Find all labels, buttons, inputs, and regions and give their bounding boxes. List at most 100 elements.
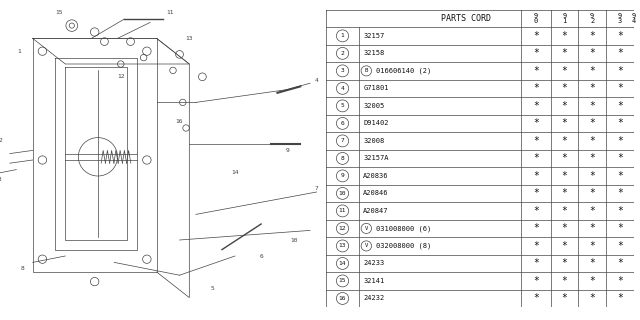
Text: A20847: A20847 xyxy=(364,208,388,214)
Text: *: * xyxy=(589,48,595,58)
Text: *: * xyxy=(589,223,595,233)
Text: *: * xyxy=(533,293,539,303)
Text: *: * xyxy=(533,276,539,286)
Text: *: * xyxy=(533,136,539,146)
Text: PARTS CORD: PARTS CORD xyxy=(441,14,491,23)
Text: 11: 11 xyxy=(339,208,346,213)
Text: *: * xyxy=(589,31,595,41)
Text: *: * xyxy=(589,259,595,268)
Text: *: * xyxy=(589,206,595,216)
Text: *: * xyxy=(561,293,568,303)
Text: *: * xyxy=(533,259,539,268)
Text: *: * xyxy=(617,31,623,41)
Text: *: * xyxy=(617,223,623,233)
Text: 32008: 32008 xyxy=(364,138,385,144)
Text: 10: 10 xyxy=(290,237,298,243)
Text: *: * xyxy=(617,188,623,198)
Text: 9
3: 9 3 xyxy=(618,13,622,24)
Text: *: * xyxy=(533,118,539,128)
Text: 15: 15 xyxy=(55,10,63,15)
Text: 24232: 24232 xyxy=(364,295,385,301)
Text: B: B xyxy=(365,68,368,73)
Text: 13: 13 xyxy=(339,244,346,248)
Text: *: * xyxy=(589,188,595,198)
Text: 12: 12 xyxy=(339,226,346,231)
Text: *: * xyxy=(589,101,595,111)
Text: *: * xyxy=(561,84,568,93)
Text: *: * xyxy=(589,84,595,93)
Text: A20836: A20836 xyxy=(364,173,388,179)
Text: *: * xyxy=(533,31,539,41)
Text: *: * xyxy=(589,241,595,251)
Text: 10: 10 xyxy=(339,191,346,196)
Text: 16: 16 xyxy=(339,296,346,301)
Text: 15: 15 xyxy=(339,278,346,284)
Text: *: * xyxy=(589,276,595,286)
Text: *: * xyxy=(617,241,623,251)
Text: *: * xyxy=(617,136,623,146)
Text: 9
2: 9 2 xyxy=(590,13,595,24)
Text: 32141: 32141 xyxy=(364,278,385,284)
Text: 8: 8 xyxy=(21,266,25,271)
Text: *: * xyxy=(533,241,539,251)
Text: 24233: 24233 xyxy=(364,260,385,267)
Text: 9: 9 xyxy=(340,173,344,179)
Text: *: * xyxy=(533,66,539,76)
Text: *: * xyxy=(617,206,623,216)
Text: *: * xyxy=(561,206,568,216)
Text: *: * xyxy=(589,136,595,146)
Text: *: * xyxy=(589,66,595,76)
Text: 032008000 (8): 032008000 (8) xyxy=(376,243,431,249)
Text: 3: 3 xyxy=(0,177,2,182)
Text: 031008000 (6): 031008000 (6) xyxy=(376,225,431,232)
Text: 4: 4 xyxy=(340,86,344,91)
Text: *: * xyxy=(561,101,568,111)
Text: *: * xyxy=(561,276,568,286)
Text: *: * xyxy=(533,84,539,93)
Text: 8: 8 xyxy=(340,156,344,161)
Text: *: * xyxy=(533,188,539,198)
Text: *: * xyxy=(617,153,623,164)
Text: *: * xyxy=(561,48,568,58)
Text: 016606140 (2): 016606140 (2) xyxy=(376,68,431,74)
Text: *: * xyxy=(617,48,623,58)
Text: *: * xyxy=(533,153,539,164)
Text: G71801: G71801 xyxy=(364,85,388,92)
Text: 5: 5 xyxy=(211,285,214,291)
Text: 2: 2 xyxy=(0,138,2,143)
Text: *: * xyxy=(589,293,595,303)
Text: D91402: D91402 xyxy=(364,120,388,126)
Text: 9: 9 xyxy=(285,148,289,153)
Text: 16: 16 xyxy=(176,119,183,124)
Text: *: * xyxy=(561,259,568,268)
Text: V: V xyxy=(365,244,368,248)
Text: *: * xyxy=(617,66,623,76)
Text: 11: 11 xyxy=(166,10,173,15)
Text: *: * xyxy=(589,153,595,164)
Text: *: * xyxy=(617,118,623,128)
Text: 7: 7 xyxy=(340,138,344,143)
Text: V: V xyxy=(365,226,368,231)
Text: 9
4: 9 4 xyxy=(632,13,636,24)
Text: *: * xyxy=(561,66,568,76)
Text: *: * xyxy=(533,101,539,111)
Text: *: * xyxy=(617,293,623,303)
Text: *: * xyxy=(561,223,568,233)
Text: *: * xyxy=(617,101,623,111)
Text: *: * xyxy=(617,259,623,268)
Text: *: * xyxy=(617,171,623,181)
Text: *: * xyxy=(589,171,595,181)
Text: *: * xyxy=(561,241,568,251)
Text: 3: 3 xyxy=(340,68,344,73)
Text: 7: 7 xyxy=(315,186,319,191)
Text: *: * xyxy=(561,188,568,198)
Text: 4: 4 xyxy=(315,77,319,83)
Text: *: * xyxy=(617,84,623,93)
Text: 9
0: 9 0 xyxy=(534,13,538,24)
Text: *: * xyxy=(533,223,539,233)
Text: *: * xyxy=(561,136,568,146)
Text: 14: 14 xyxy=(339,261,346,266)
Text: *: * xyxy=(561,118,568,128)
Text: 9
1: 9 1 xyxy=(563,13,566,24)
Text: 6: 6 xyxy=(340,121,344,126)
